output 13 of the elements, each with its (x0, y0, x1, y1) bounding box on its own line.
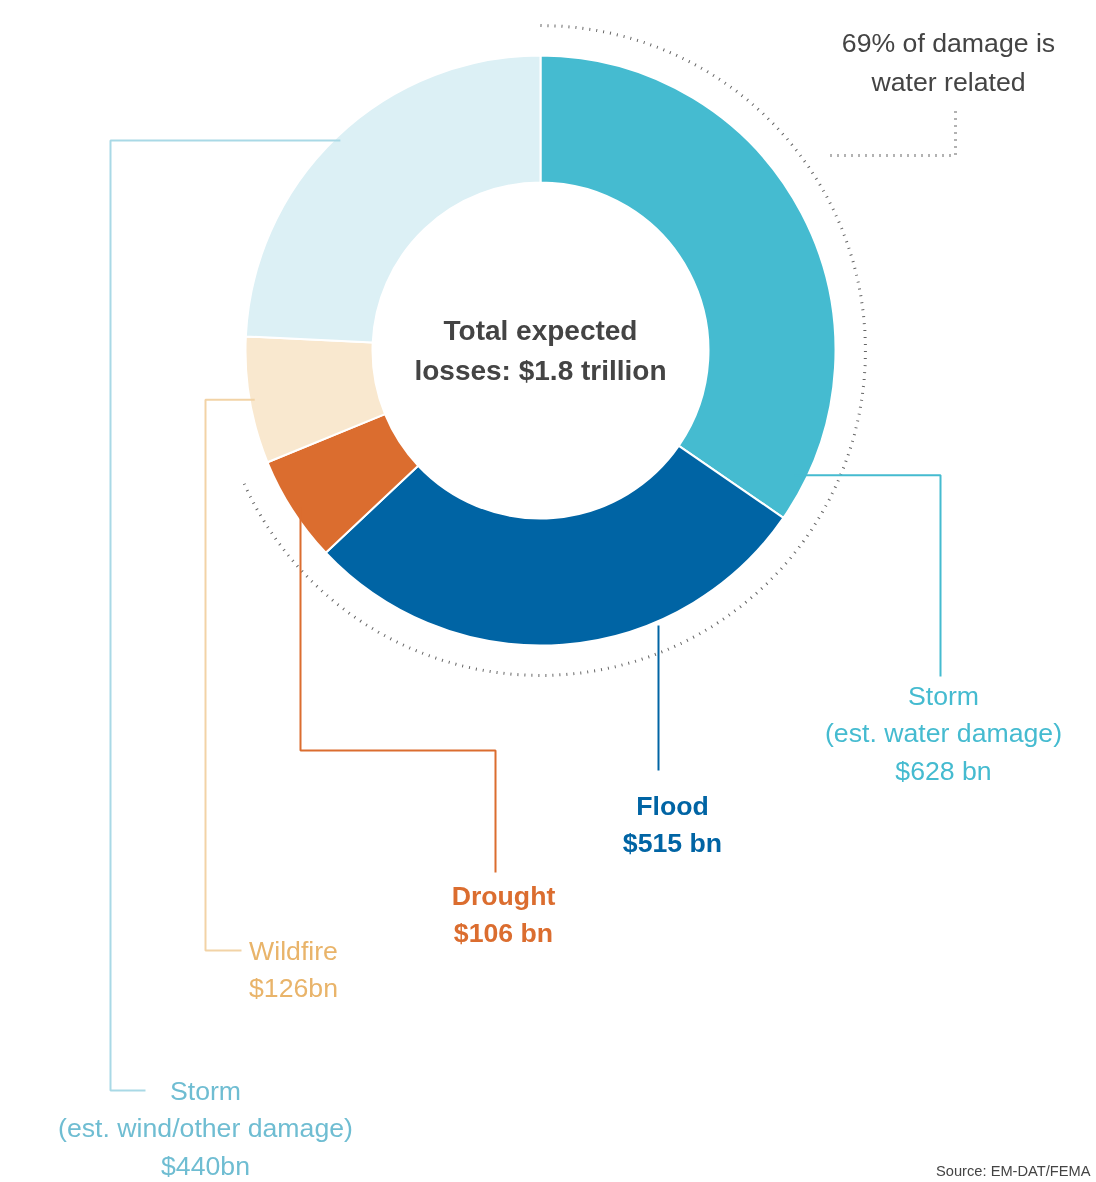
data-label: $628 bn (895, 755, 992, 786)
data-label: $440bn (161, 1150, 250, 1181)
slice-label: Storm (est. water damage) (824, 680, 1063, 748)
data-label: $515 bn (622, 828, 723, 858)
slice-label: Storm (est. wind/other damage) (58, 1075, 353, 1143)
slice-label: Wildfire (249, 935, 338, 966)
text: Total expected losses: $1.8 trillion (414, 314, 667, 387)
text: 69% of damage is water related (841, 28, 1056, 97)
slice-label: Drought (451, 880, 556, 911)
data-label: $106 bn (453, 918, 554, 948)
data-label: $126bn (249, 973, 338, 1003)
slice-label: Flood (636, 790, 709, 821)
source-note: Source: EM-DAT/FEMA (936, 1162, 1091, 1179)
